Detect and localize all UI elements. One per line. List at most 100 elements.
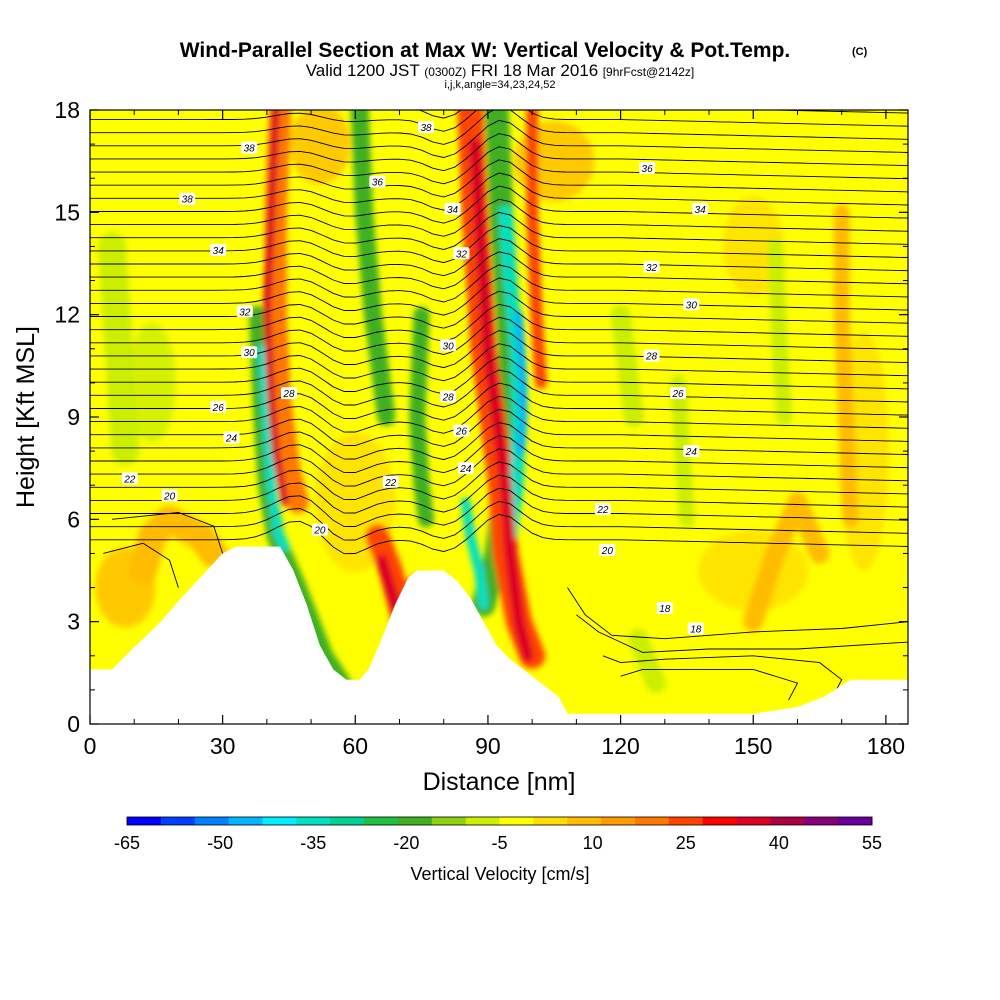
- x-tick-label: 30: [210, 733, 236, 759]
- colorbar-tick-label: 55: [862, 833, 882, 853]
- contour-label-text: 30: [244, 348, 256, 359]
- contour-label-text: 18: [659, 604, 671, 615]
- plot-area: 38 38 36 38 36 34 34 34 32 32 32 30 30 30 28 28 28 26 26 26…: [90, 110, 908, 724]
- theta-contour: [90, 110, 908, 132]
- downdraft-band: [460, 497, 489, 610]
- contour-label-text: 18: [690, 624, 702, 635]
- contour-label: 18: [687, 622, 704, 635]
- contour-label-text: 24: [685, 447, 698, 458]
- contour-label-text: 24: [225, 433, 238, 444]
- contour-label: 32: [236, 305, 253, 318]
- colorbar-swatch: [702, 817, 738, 825]
- x-axis: 0 30 60 90 120 150 180: [84, 110, 905, 759]
- theta-contour: [90, 513, 908, 555]
- chart-title-mark: (C): [852, 46, 868, 58]
- colorbar-frame: [126, 816, 873, 826]
- theta-contour: [90, 343, 908, 382]
- subtitle-valid: Valid 1200 JST: [306, 61, 420, 80]
- downdraft-band: [628, 628, 666, 694]
- colorbar-swatch: [228, 817, 263, 825]
- contour-label-text: 20: [313, 526, 326, 537]
- colorbar-tick-label: -5: [491, 833, 507, 853]
- updraft-band: [526, 110, 547, 389]
- chart-title: Wind-Parallel Section at Max W: Vertical…: [180, 39, 791, 62]
- colorbar-swatch: [262, 817, 297, 825]
- contour-label: 38: [241, 141, 258, 155]
- contour-label-text: 34: [447, 205, 459, 216]
- x-tick-label: 120: [601, 733, 639, 759]
- theta-contour: [90, 159, 908, 198]
- contour-label-text: 36: [372, 178, 384, 189]
- field-blob: [723, 196, 784, 297]
- colorbar-swatch: [499, 817, 534, 825]
- updraft-band: [264, 110, 309, 514]
- contour-label: 26: [670, 387, 687, 400]
- colorbar-tick-label: -35: [300, 833, 326, 853]
- theta-contour: [90, 395, 908, 434]
- contour-label-text: 30: [686, 300, 698, 311]
- contour-label-text: 36: [642, 164, 654, 175]
- theta-contour: [576, 614, 908, 653]
- theta-contour: [90, 330, 908, 369]
- y-tick-label: 3: [67, 609, 80, 635]
- x-tick-label: 60: [343, 733, 369, 759]
- downdraft-band: [257, 343, 290, 552]
- contour-label: 26: [210, 400, 227, 414]
- theta-contour: [90, 133, 908, 172]
- theta-contours: [90, 110, 908, 701]
- updraft-band: [262, 110, 289, 507]
- theta-contour: [90, 264, 908, 303]
- contour-label-text: 22: [384, 478, 397, 489]
- contour-label-text: 20: [163, 491, 176, 502]
- contour-label-text: 38: [182, 195, 194, 206]
- theta-contour: [90, 487, 908, 528]
- y-tick-label: 15: [54, 199, 80, 225]
- colorbar-swatch: [364, 817, 399, 825]
- theta-contour: [90, 303, 908, 342]
- contour-label: 30: [241, 346, 258, 359]
- contour-label: 20: [599, 544, 616, 557]
- colorbar-tick-label: -65: [114, 833, 140, 853]
- contour-label-text: 22: [596, 505, 609, 516]
- downdraft-band: [98, 232, 140, 466]
- theta-contour: [90, 146, 908, 185]
- downdraft-band: [670, 374, 695, 528]
- chart-subtitle2: i,j,k,angle=34,23,24,52: [444, 79, 555, 91]
- terrain: [90, 546, 908, 724]
- y-tick-label: 12: [54, 302, 80, 328]
- colorbar-label: Vertical Velocity [cm/s]: [410, 864, 589, 884]
- contour-label: 38: [179, 192, 196, 206]
- theta-contour: [90, 198, 908, 237]
- colorbar-swatch: [668, 817, 704, 825]
- contour-label-text: 34: [695, 205, 707, 216]
- downdraft-band: [767, 238, 793, 425]
- theta-contour: [620, 668, 799, 701]
- theta-contour: [90, 119, 908, 158]
- contour-label: 22: [121, 472, 138, 485]
- contour-label: 18: [656, 602, 673, 615]
- theta-contour: [90, 461, 908, 501]
- theta-contour: [90, 225, 908, 264]
- colorbar-tick-label: -20: [393, 833, 419, 853]
- colorbar-swatch: [601, 817, 636, 825]
- theta-contour: [90, 290, 908, 329]
- theta-contour: [90, 435, 908, 474]
- updraft-band: [833, 204, 859, 528]
- contour-label-text: 26: [212, 403, 225, 414]
- colorbar-swatch: [465, 817, 500, 825]
- contour-label: 34: [210, 243, 227, 257]
- contour-label: 36: [639, 161, 656, 175]
- downdraft-band: [350, 110, 396, 426]
- colorbar-swatch: [736, 817, 771, 825]
- contour-label-text: 24: [459, 464, 472, 475]
- theta-contour: [567, 587, 908, 640]
- contour-label-text: 28: [442, 393, 455, 404]
- contour-label: 30: [440, 339, 457, 352]
- y-axis-label: Height [Kft MSL]: [12, 326, 40, 508]
- colorbar-swatch: [397, 817, 433, 825]
- contour-label-text: 20: [601, 546, 614, 557]
- colorbar-swatch: [431, 817, 467, 825]
- velocity-field: [95, 110, 889, 694]
- downdraft-band: [498, 205, 526, 544]
